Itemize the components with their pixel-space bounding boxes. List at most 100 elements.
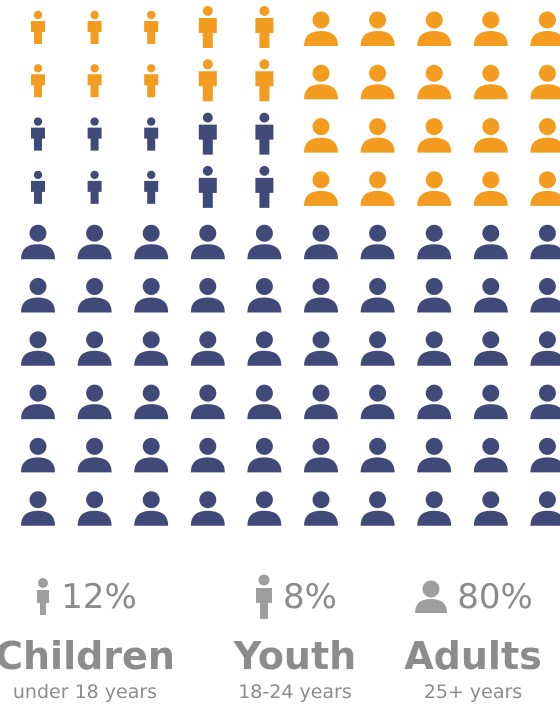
adult-icon [247,278,282,313]
adult-icon [530,171,560,206]
adult-icon [304,278,338,313]
adult-icon [473,118,508,153]
adult-icon [473,11,508,46]
adult-icon [304,171,338,206]
adult-icon [304,437,338,473]
youth-icon [255,165,274,208]
adult-icon [417,171,452,206]
child-icon [31,10,45,44]
waffle-chart [21,6,560,526]
adults-age-range: 25+ years [423,681,523,703]
adult-icon [360,331,395,366]
adult-icon [134,437,169,473]
adult-person-icon [415,580,448,613]
child-icon [31,170,45,204]
adult-icon [417,11,452,46]
adult-icon [21,278,55,313]
legend-adults: 80% Adults 25+ years [378,560,560,706]
adult-icon [473,64,508,100]
adult-icon [134,384,169,420]
adult-icon [304,384,338,420]
child-icon [144,64,159,98]
adult-icon [530,331,560,366]
adult-icon [134,331,169,366]
adult-icon [473,384,508,420]
youth-icon [255,59,274,102]
adult-icon [190,437,225,473]
adult-icon [360,11,395,46]
youth-percent: 8% [283,577,337,617]
adult-icon [190,384,225,420]
adult-icon [417,437,452,473]
child-icon [87,64,102,98]
adult-icon [530,64,560,100]
adult-icon [134,491,169,526]
adult-icon [21,491,55,526]
adult-icon [304,491,338,526]
adult-icon [190,224,225,260]
adult-icon [247,224,282,260]
adult-icon [190,331,225,366]
adult-icon [417,331,452,366]
adult-icon [360,118,395,153]
adults-label: Adults [404,634,542,678]
adult-icon [304,11,338,46]
adult-icon [530,118,560,153]
adult-icon [247,331,282,366]
youth-person-icon [256,574,273,619]
adult-icon [304,118,338,153]
adult-icon [247,437,282,473]
child-icon [144,10,159,44]
adult-icon [360,278,395,313]
youth-age-range: 18-24 years [238,681,352,703]
child-icon [144,117,159,151]
adult-icon [417,118,452,153]
youth-icon [198,6,217,48]
child-icon [31,117,45,151]
adult-icon [134,224,169,260]
adult-icon [530,384,560,420]
adult-icon [304,331,338,366]
legend-youth: 8% Youth 18-24 years [200,560,390,706]
adult-icon [77,491,112,526]
adult-icon [360,491,395,526]
youth-icon [255,6,274,48]
adult-icon [77,437,112,473]
adult-icon [360,224,395,260]
adult-icon [473,278,508,313]
adult-icon [530,437,560,473]
child-icon [144,170,159,204]
child-icon [87,10,102,44]
adult-icon [473,171,508,206]
adult-icon [417,64,452,100]
adult-icon [21,224,55,260]
children-age-range: under 18 years [12,681,158,703]
children-label: Children [0,634,175,678]
adult-icon [21,437,55,473]
adult-icon [304,64,338,100]
child-icon [87,170,102,204]
adult-icon [417,491,452,526]
adult-icon [77,224,112,260]
adult-icon [473,491,508,526]
adult-icon [360,171,395,206]
youth-label: Youth [233,634,357,678]
adult-icon [190,278,225,313]
adult-icon [77,278,112,313]
adult-icon [530,278,560,313]
adult-icon [417,384,452,420]
adult-icon [21,384,55,420]
adult-icon [21,331,55,366]
adult-icon [530,11,560,46]
adult-icon [247,384,282,420]
child-icon [31,64,45,98]
child-icon [87,117,102,151]
child-person-icon [37,578,50,615]
youth-icon [198,165,217,208]
adult-icon [473,437,508,473]
adult-icon [247,491,282,526]
adult-icon [360,437,395,473]
adult-icon [473,331,508,366]
children-percent: 12% [61,577,137,617]
adult-icon [360,384,395,420]
